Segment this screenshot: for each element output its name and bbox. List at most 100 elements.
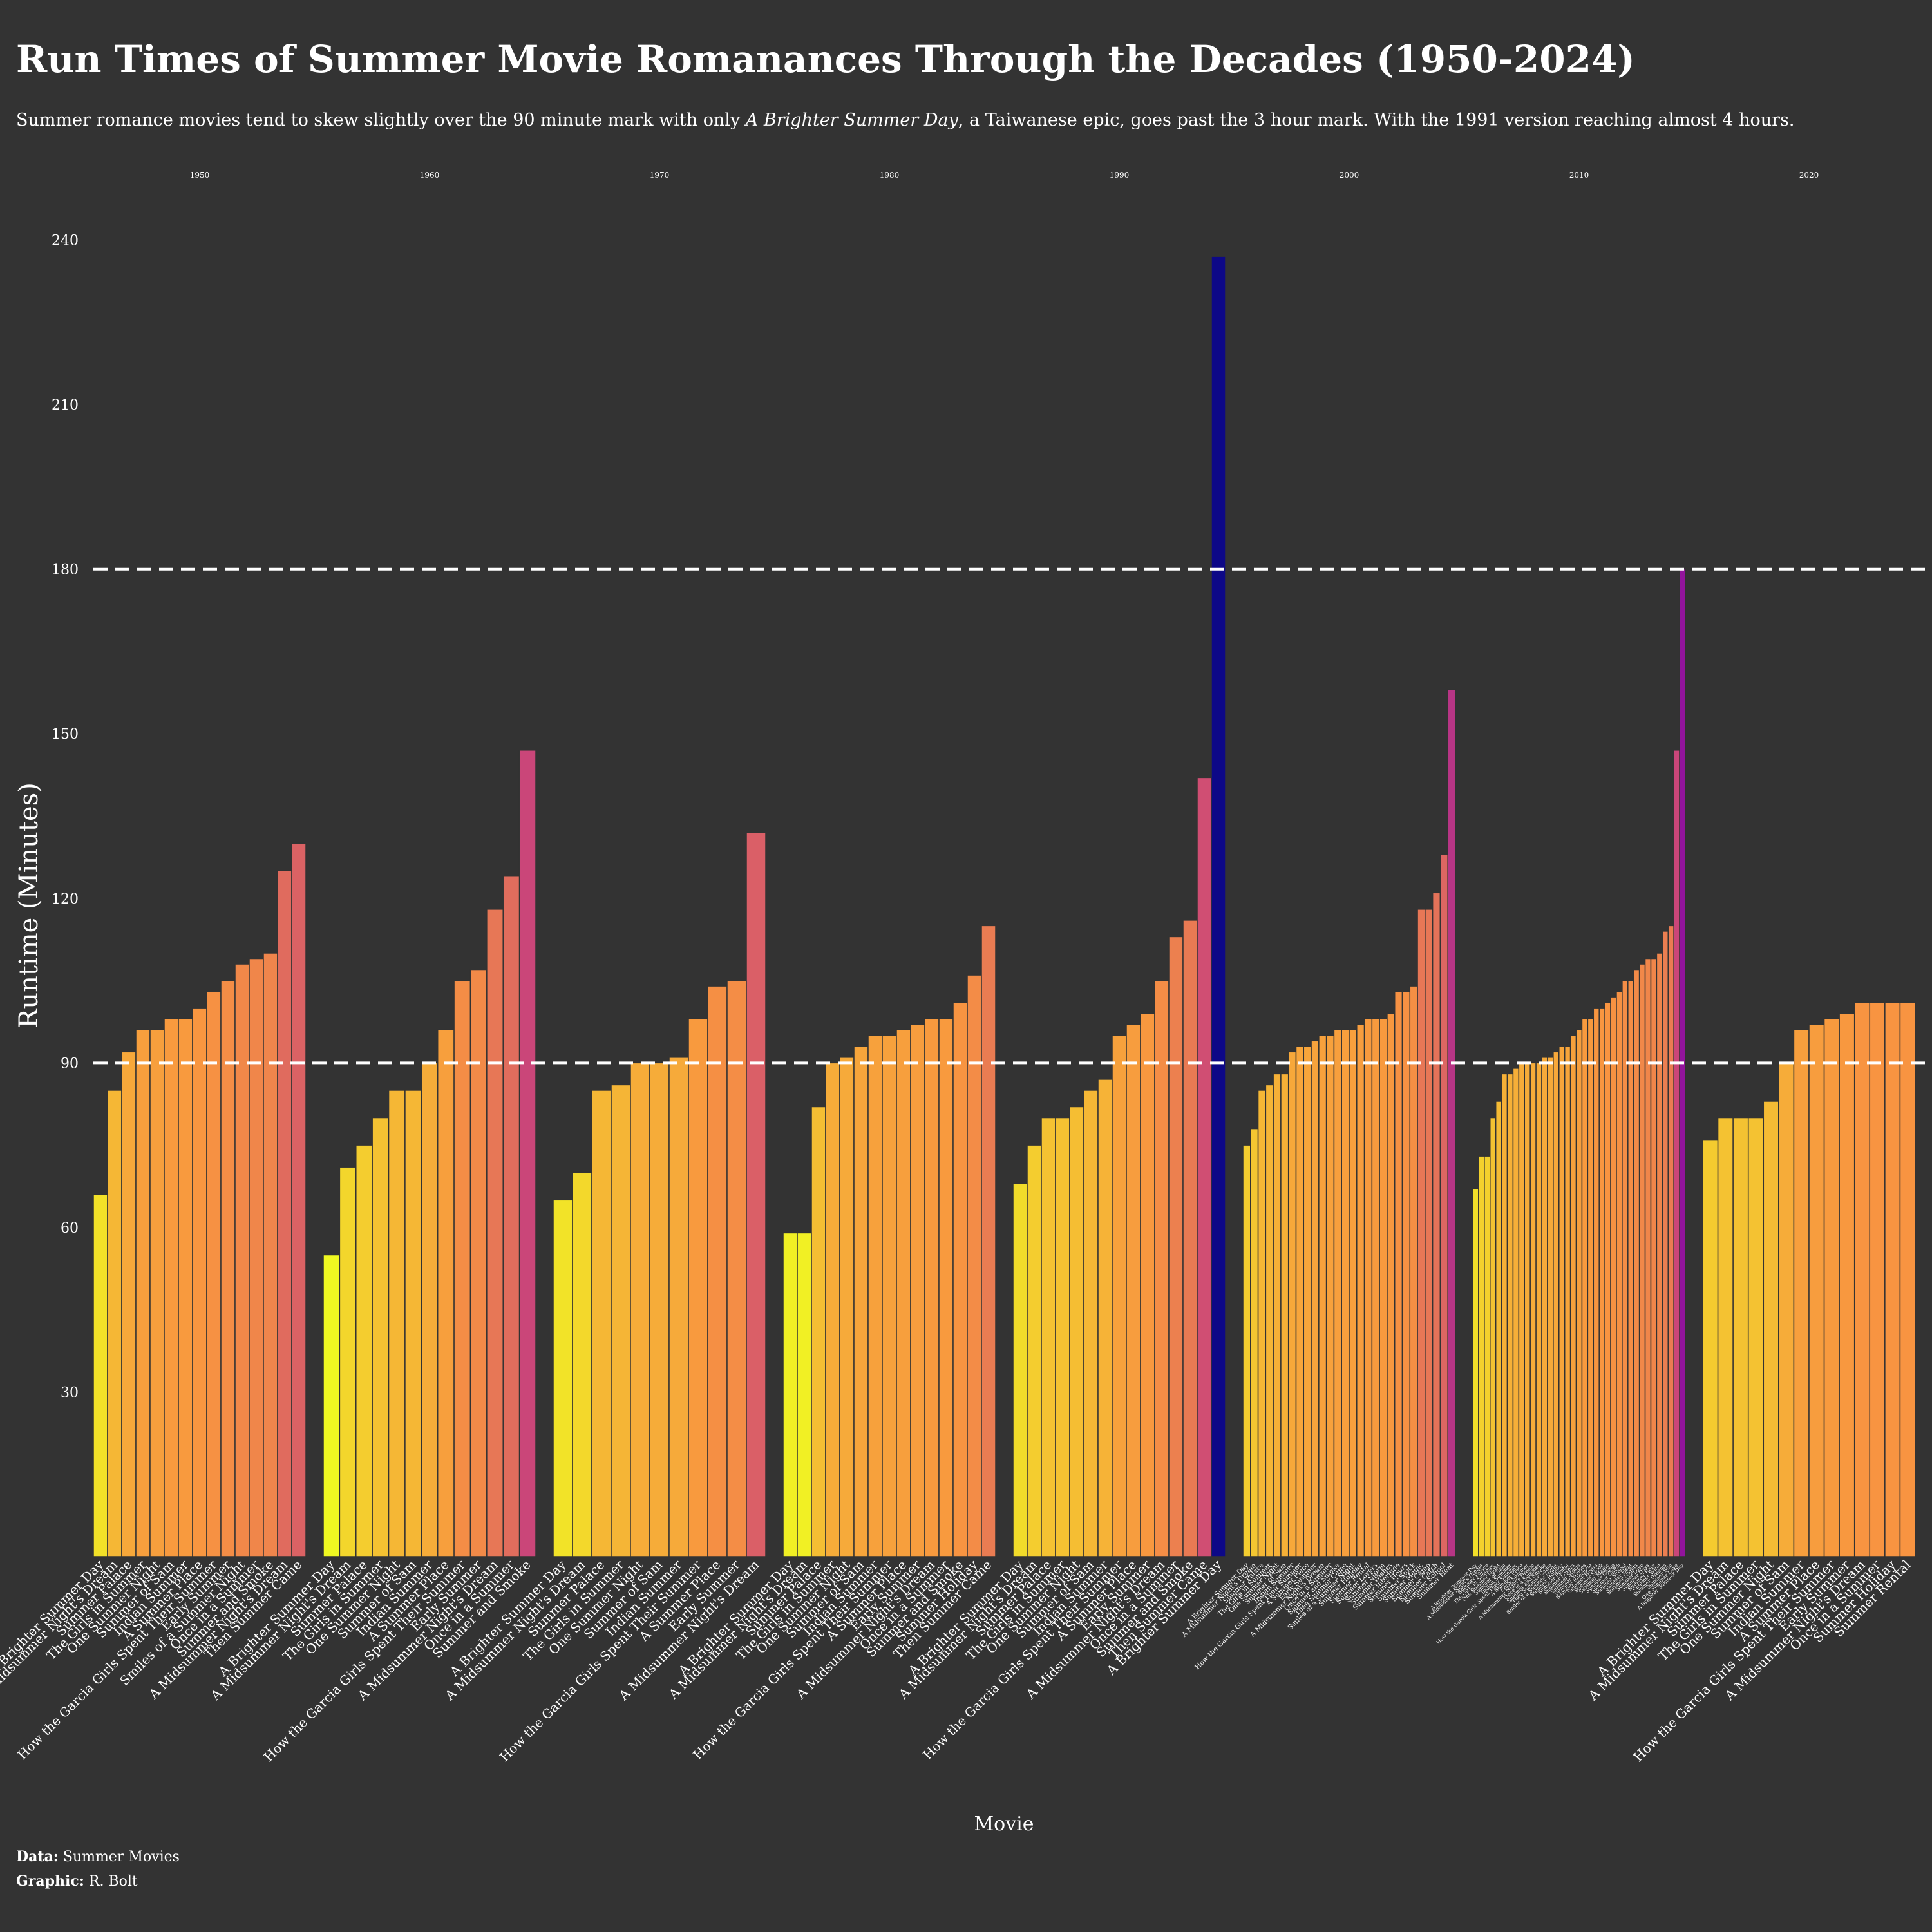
bar	[1662, 931, 1669, 1557]
bar	[1547, 1057, 1554, 1557]
bar	[952, 1001, 968, 1557]
bar	[1839, 1012, 1855, 1557]
bar	[1495, 1101, 1502, 1557]
bar	[1371, 1018, 1380, 1557]
bar	[882, 1035, 897, 1557]
bar	[1112, 1035, 1127, 1557]
bar	[839, 1057, 855, 1557]
bar	[1793, 1029, 1810, 1557]
bar	[1616, 990, 1623, 1557]
bar	[1484, 1155, 1491, 1557]
bar	[1604, 1001, 1611, 1557]
bar	[93, 1194, 108, 1557]
bar	[746, 831, 766, 1557]
x-axis-label: Movie	[974, 1813, 1034, 1835]
bar	[1341, 1029, 1350, 1557]
subtitle-part: Summer romance movies tend to skew sligh…	[16, 110, 746, 130]
bar	[1439, 853, 1448, 1557]
bar	[1808, 1023, 1825, 1557]
bar	[1747, 1117, 1765, 1557]
y-tick-label: 150	[52, 726, 79, 743]
y-tick-label: 240	[52, 233, 79, 249]
bar	[1569, 1035, 1577, 1557]
y-tick-label: 210	[52, 397, 79, 413]
bar	[1518, 1062, 1526, 1557]
bar	[1853, 1001, 1871, 1557]
bar	[1447, 689, 1456, 1557]
bar	[1512, 1068, 1520, 1557]
bar	[1564, 1046, 1571, 1557]
bar	[1287, 1051, 1297, 1557]
bar	[1558, 1046, 1566, 1557]
bar	[192, 1007, 207, 1557]
y-axis-label: Runtime (Minutes)	[14, 782, 44, 1028]
bar	[178, 1018, 193, 1557]
caption-label: Graphic:	[16, 1873, 84, 1889]
bar	[206, 990, 222, 1557]
y-tick-label: 120	[52, 891, 79, 907]
bar	[553, 1199, 573, 1557]
facet-label: 1960	[420, 171, 440, 180]
bar	[1490, 1117, 1497, 1557]
bar	[1823, 1018, 1840, 1557]
bar	[938, 1018, 954, 1557]
bar	[867, 1035, 883, 1557]
bar	[1257, 1090, 1267, 1557]
bar	[1610, 996, 1617, 1557]
bar	[1530, 1062, 1537, 1557]
facet-label: 2000	[1340, 171, 1359, 180]
bar	[591, 1090, 612, 1557]
bar	[1401, 990, 1411, 1557]
bar	[782, 1232, 798, 1557]
bar	[323, 1254, 341, 1557]
bar	[277, 870, 292, 1557]
facet-label: 2010	[1569, 171, 1589, 180]
bar	[1265, 1084, 1274, 1557]
bar	[437, 1029, 455, 1557]
bar	[1055, 1117, 1070, 1557]
bar	[1394, 990, 1403, 1557]
bar	[572, 1171, 592, 1557]
bar	[234, 963, 250, 1557]
bar	[853, 1046, 869, 1557]
caption-label: Data:	[16, 1848, 59, 1865]
y-tick-label: 60	[61, 1220, 79, 1236]
bar	[164, 1018, 179, 1557]
bar	[1575, 1029, 1583, 1557]
bar	[1884, 1001, 1901, 1557]
bar	[1541, 1057, 1548, 1557]
bar	[1083, 1090, 1099, 1557]
bar	[1432, 892, 1441, 1557]
bar	[404, 1090, 422, 1557]
bar	[1140, 1012, 1155, 1557]
bar	[1553, 1051, 1560, 1557]
bar	[1280, 1073, 1289, 1557]
bar	[1097, 1079, 1113, 1557]
bar	[1379, 1018, 1388, 1557]
bar	[1656, 952, 1663, 1557]
bar	[486, 909, 504, 1557]
bar	[1154, 980, 1170, 1557]
bar	[1622, 980, 1629, 1557]
bar	[1593, 1007, 1600, 1557]
bar	[1417, 909, 1426, 1557]
bar	[1763, 1101, 1779, 1557]
bar	[1349, 1029, 1358, 1557]
bar	[649, 1062, 670, 1557]
bar	[1778, 1062, 1795, 1557]
bar	[1273, 1073, 1282, 1557]
y-tick-label: 180	[52, 562, 79, 578]
bar	[1356, 1023, 1365, 1557]
bar	[469, 969, 488, 1557]
bar	[1650, 958, 1658, 1557]
bar	[707, 985, 728, 1557]
bar	[1069, 1106, 1084, 1557]
bar	[107, 1090, 122, 1557]
bar	[896, 1029, 911, 1557]
bar	[1638, 963, 1646, 1557]
chart-title: Run Times of Summer Movie Romanances Thr…	[16, 37, 1635, 81]
bar	[1387, 1012, 1396, 1557]
bar	[1633, 969, 1640, 1557]
bar	[421, 1062, 439, 1557]
